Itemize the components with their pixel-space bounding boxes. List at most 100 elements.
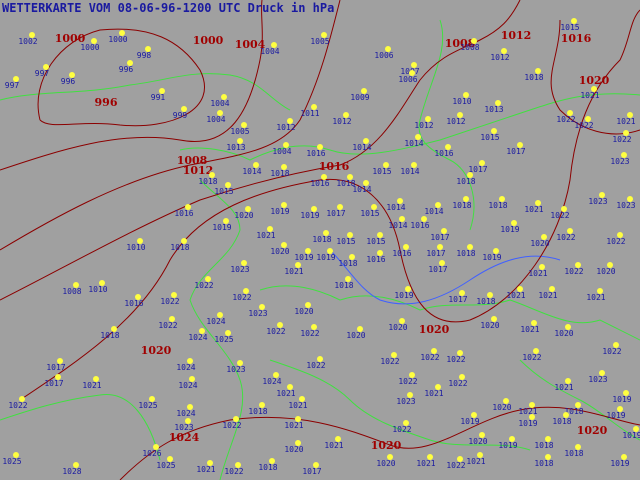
station-dot — [421, 216, 427, 222]
station-pressure: 1018 — [564, 407, 583, 416]
station-pressure: 1017 — [426, 249, 445, 258]
station-dot — [545, 454, 551, 460]
station-dot — [111, 326, 117, 332]
station-pressure: 1025 — [138, 401, 157, 410]
station-pressure: 1018 — [456, 177, 475, 186]
isobar-label: 1020 — [371, 439, 402, 452]
station-pressure: 1021 — [424, 389, 443, 398]
station-dot — [487, 292, 493, 298]
station-pressure: 1022 — [300, 329, 319, 338]
station-dot — [493, 248, 499, 254]
station-dot — [311, 206, 317, 212]
coastline — [519, 359, 640, 441]
station-pressure: 1021 — [580, 91, 599, 100]
station-pressure: 1019 — [518, 419, 537, 428]
station-pressure: 1020 — [492, 403, 511, 412]
station-dot — [347, 232, 353, 238]
station-dot — [283, 142, 289, 148]
station-pressure: 1020 — [530, 239, 549, 248]
station-pressure: 1015 — [560, 23, 579, 32]
station-pressure: 1021 — [506, 291, 525, 300]
station-dot — [463, 196, 469, 202]
station-dot — [317, 356, 323, 362]
isobar — [0, 0, 263, 171]
station-dot — [29, 32, 35, 38]
station-pressure: 1021 — [616, 117, 635, 126]
station-pressure: 1018 — [198, 177, 217, 186]
station-pressure: 1017 — [302, 467, 321, 476]
station-pressure: 1000 — [108, 35, 127, 44]
station-dot — [621, 454, 627, 460]
station-dot — [237, 360, 243, 366]
station-dot — [217, 110, 223, 116]
station-dot — [305, 248, 311, 254]
station-dot — [575, 402, 581, 408]
station-pressure: 996 — [61, 77, 76, 86]
station-pressure: 1017 — [430, 233, 449, 242]
station-dot — [185, 204, 191, 210]
station-dot — [185, 418, 191, 424]
station-dot — [405, 286, 411, 292]
station-dot — [441, 228, 447, 234]
station-dot — [383, 162, 389, 168]
station-dot — [363, 180, 369, 186]
station-dot — [549, 286, 555, 292]
station-pressure: 998 — [137, 51, 152, 60]
station-dot — [541, 234, 547, 240]
station-pressure: 1021 — [586, 293, 605, 302]
station-pressure: 1022 — [448, 379, 467, 388]
station-dot — [567, 228, 573, 234]
station-pressure: 1017 — [448, 295, 467, 304]
station-pressure: 1021 — [520, 325, 539, 334]
station-dot — [235, 462, 241, 468]
station-dot — [533, 348, 539, 354]
coastlines — [0, 19, 640, 480]
station-pressure: 1016 — [306, 149, 325, 158]
station-dot — [347, 174, 353, 180]
station-pressure: 1019 — [606, 411, 625, 420]
station-dot — [623, 130, 629, 136]
station-dot — [371, 204, 377, 210]
isobar — [37, 28, 206, 127]
station-dot — [501, 48, 507, 54]
station-pressure: 1020 — [596, 267, 615, 276]
station-dot — [479, 432, 485, 438]
station-dot — [415, 134, 421, 140]
station-pressure: 1022 — [398, 377, 417, 386]
station-dot — [585, 116, 591, 122]
station-dot — [599, 370, 605, 376]
station-dot — [295, 416, 301, 422]
station-dot — [343, 112, 349, 118]
station-pressure: 1019 — [300, 211, 319, 220]
station-dot — [407, 392, 413, 398]
station-pressure: 1023 — [174, 423, 193, 432]
station-pressure: 1022 — [306, 361, 325, 370]
station-pressure: 1004 — [206, 115, 225, 124]
station-pressure: 1018 — [334, 281, 353, 290]
station-dot — [209, 172, 215, 178]
isobar-label: 1020 — [419, 323, 450, 336]
station-dot — [471, 412, 477, 418]
station-pressure: 1025 — [156, 461, 175, 470]
station-dot — [503, 398, 509, 404]
isobar-label: 1000 — [193, 34, 224, 47]
station-dot — [565, 324, 571, 330]
station-dot — [159, 88, 165, 94]
station-pressure: 1015 — [480, 133, 499, 142]
station-pressure: 1018 — [270, 169, 289, 178]
station-pressure: 1008 — [62, 287, 81, 296]
coastline — [0, 393, 161, 461]
station-dot — [225, 182, 231, 188]
station-dot — [517, 286, 523, 292]
station-pressure: 1018 — [170, 243, 189, 252]
station-dot — [571, 18, 577, 24]
station-dot — [457, 350, 463, 356]
station-dot — [73, 282, 79, 288]
map-title: WETTERKARTE VOM 08-06-96-1200 UTC Druck … — [2, 1, 334, 15]
station-dot — [287, 384, 293, 390]
station-pressure: 1020 — [234, 211, 253, 220]
station-pressure: 997 — [5, 81, 20, 90]
station-pressure: 1020 — [270, 247, 289, 256]
station-pressure: 1013 — [484, 105, 503, 114]
station-dot — [425, 116, 431, 122]
